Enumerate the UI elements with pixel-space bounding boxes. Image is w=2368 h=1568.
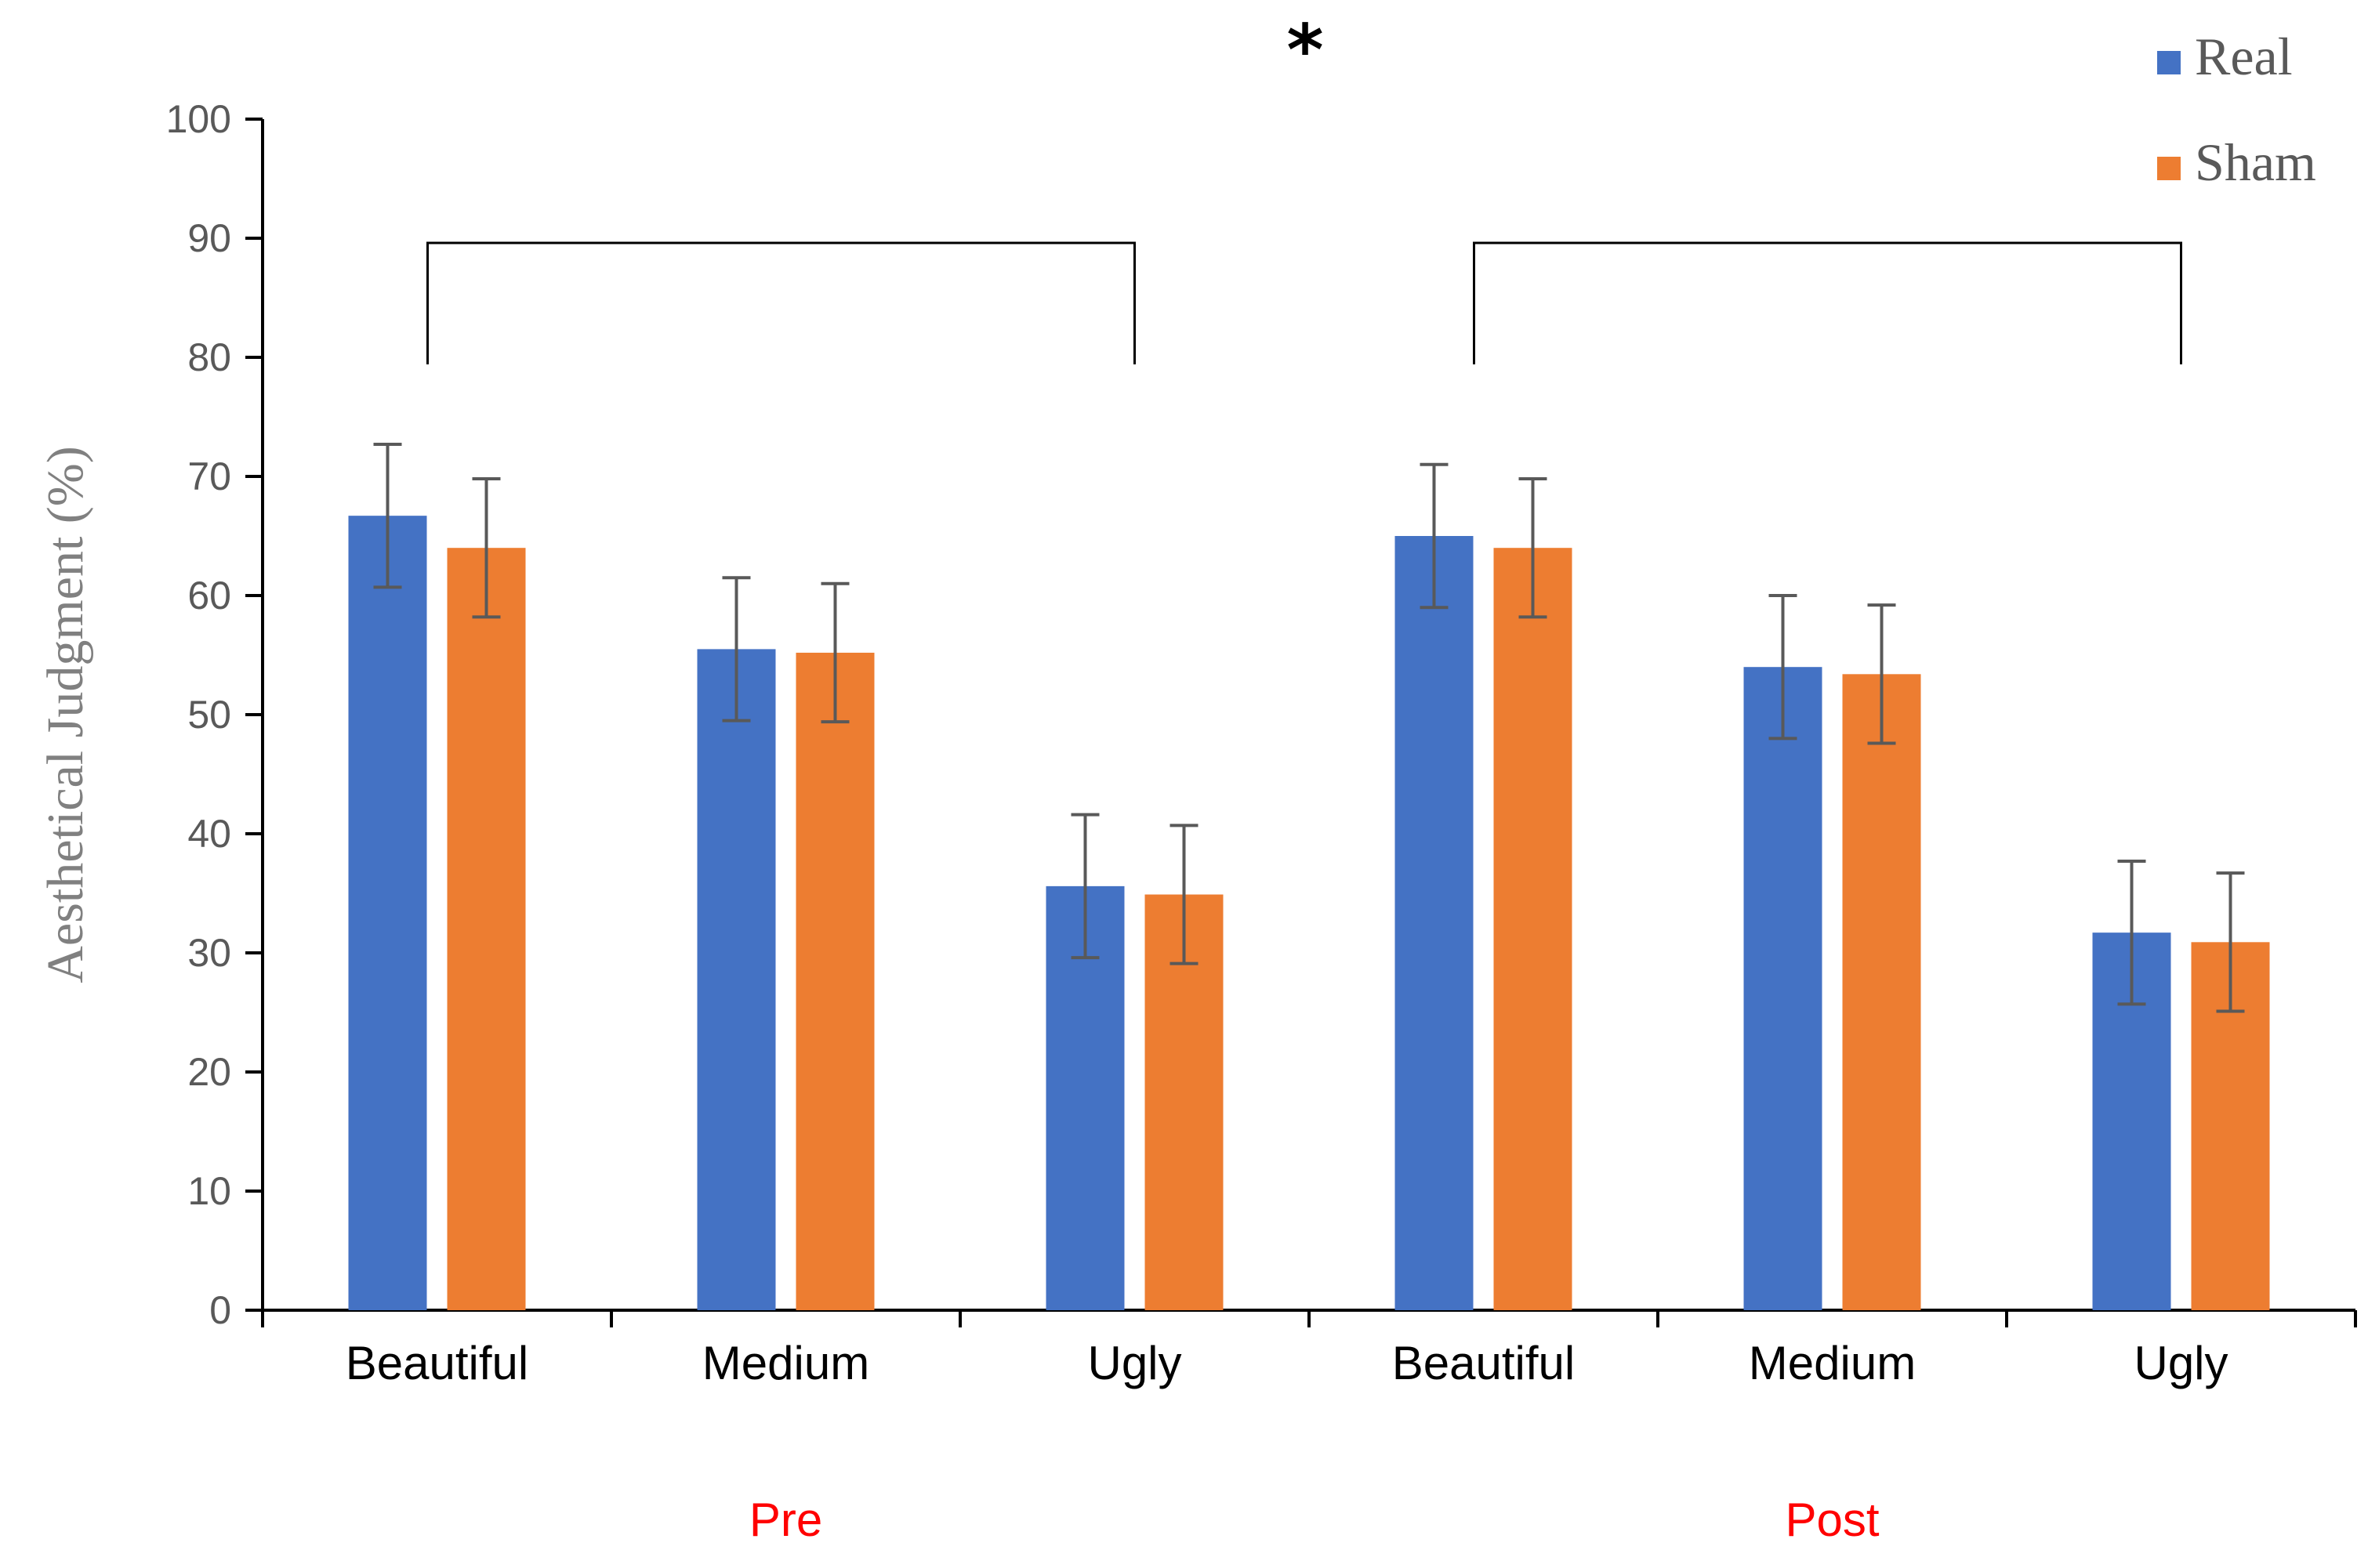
- legend: Real Sham: [2157, 27, 2316, 192]
- group-label: Post: [1785, 1494, 1879, 1546]
- y-tick-label: 60: [187, 574, 231, 617]
- significance-marker: *: [1286, 9, 1323, 92]
- y-tick-label: 30: [187, 931, 231, 975]
- y-axis-title: Aesthetical Judgment (%): [37, 446, 94, 983]
- labels: Beautiful Medium Ugly Beautiful Medium Ugly Pr…: [346, 1337, 2228, 1546]
- y-tick-label: 20: [187, 1050, 231, 1094]
- y-tick-label: 50: [187, 693, 231, 737]
- y-tick-label: 0: [209, 1288, 231, 1332]
- group-label: Pre: [749, 1494, 822, 1546]
- significance-bracket: [426, 241, 1136, 364]
- axes: 0 10 20 30 40 50 60 70 80 90 100 Aesthetical Judgme…: [37, 97, 2357, 1332]
- bar-sham: [447, 548, 526, 1310]
- bar-real: [697, 649, 776, 1310]
- significance-bracket: [1473, 241, 2182, 364]
- legend-label-real: Real: [2195, 27, 2293, 86]
- category-label: Beautiful: [1392, 1337, 1576, 1389]
- y-tick-label: 80: [187, 335, 231, 379]
- bar-sham: [796, 652, 875, 1310]
- bar-real: [1743, 667, 1822, 1310]
- category-label: Ugly: [1087, 1337, 1181, 1389]
- bar-real: [1394, 536, 1474, 1310]
- category-label: Beautiful: [346, 1337, 529, 1389]
- significance-brackets: *: [426, 9, 2182, 364]
- error-bars: [373, 442, 2245, 1013]
- bar-real: [348, 516, 427, 1310]
- y-tick-label: 90: [187, 216, 231, 260]
- category-label: Medium: [1749, 1337, 1916, 1389]
- y-tick-label: 100: [166, 97, 231, 141]
- bars: [348, 516, 2270, 1310]
- category-label: Medium: [702, 1337, 869, 1389]
- legend-swatch-sham: [2157, 157, 2181, 180]
- y-tick-label: 10: [187, 1169, 231, 1213]
- legend-label-sham: Sham: [2195, 132, 2316, 192]
- legend-swatch-real: [2157, 51, 2181, 74]
- y-tick-label: 70: [187, 454, 231, 498]
- bar-sham: [1493, 548, 1572, 1310]
- y-tick-label: 40: [187, 812, 231, 856]
- bar-sham: [1842, 674, 1921, 1310]
- category-label: Ugly: [2134, 1337, 2228, 1389]
